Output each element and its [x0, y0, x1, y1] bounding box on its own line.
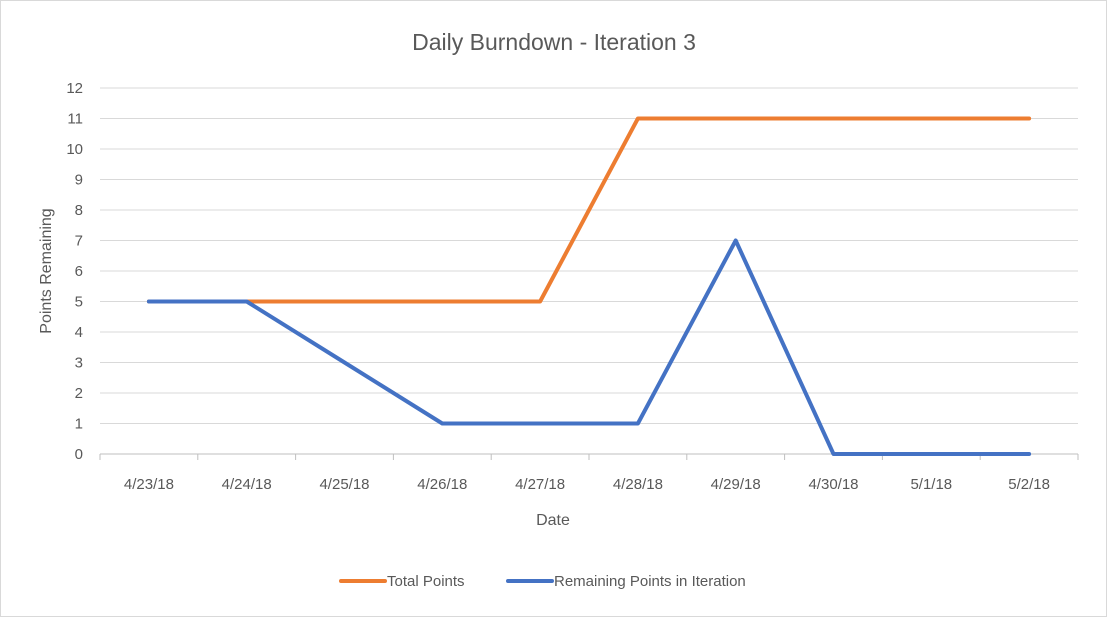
x-tick-label: 5/1/18	[910, 476, 952, 493]
x-tick-label: 4/25/18	[319, 476, 369, 493]
x-tick-label: 4/30/18	[808, 476, 858, 493]
y-tick-label: 5	[75, 294, 83, 311]
chart-title: Daily Burndown - Iteration 3	[412, 29, 696, 55]
x-tick-label: 4/23/18	[124, 476, 174, 493]
y-tick-label: 10	[66, 141, 83, 158]
y-tick-label: 6	[75, 263, 83, 280]
legend-label: Remaining Points in Iteration	[554, 573, 746, 590]
series-lines	[146, 116, 1032, 456]
x-tick-label: 4/27/18	[515, 476, 565, 493]
y-tick-label: 7	[75, 233, 83, 250]
y-tick-label: 8	[75, 202, 83, 219]
x-axis-label: Date	[536, 512, 570, 529]
y-axis-label: Points Remaining	[38, 208, 55, 333]
series-line-total-points	[146, 116, 1032, 304]
gridlines	[100, 87, 1078, 424]
y-tick-label: 0	[75, 446, 83, 463]
y-tick-label: 3	[75, 355, 83, 372]
x-axis-ticks: 4/23/18 4/24/18 4/25/18 4/26/18 4/27/18 4/28/…	[124, 476, 1050, 493]
y-tick-label: 1	[75, 416, 83, 433]
y-tick-label: 9	[75, 172, 83, 189]
x-tick-label: 4/28/18	[613, 476, 663, 493]
x-tick-label: 5/2/18	[1008, 476, 1050, 493]
x-tick-label: 4/26/18	[417, 476, 467, 493]
legend-label: Total Points	[387, 573, 465, 590]
y-tick-label: 12	[66, 80, 83, 97]
y-tick-label: 11	[67, 111, 83, 128]
x-tick-label: 4/29/18	[711, 476, 761, 493]
legend: Total Points Remaining Points in Iteratio…	[339, 573, 746, 590]
x-tick-label: 4/24/18	[222, 476, 272, 493]
y-tick-label: 2	[75, 385, 83, 402]
series-line-remaining-points	[146, 238, 1032, 456]
y-tick-label: 4	[75, 324, 83, 341]
